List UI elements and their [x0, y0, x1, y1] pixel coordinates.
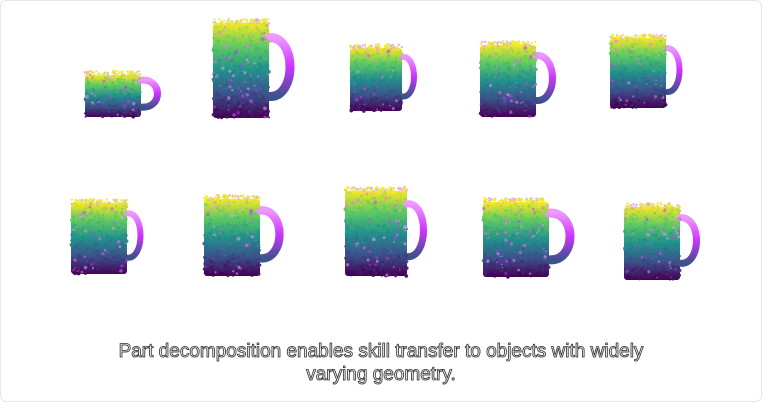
mug-point-cloud — [608, 33, 683, 110]
mug-point-cloud — [211, 17, 295, 120]
mug-point-cloud — [343, 185, 427, 278]
mug-point-cloud — [202, 193, 284, 278]
mug-point-cloud — [481, 197, 575, 279]
mug-point-cloud — [69, 198, 144, 276]
mug-point-cloud — [349, 43, 417, 113]
caption-line-1: Part decomposition enables skill transfe… — [118, 341, 644, 363]
mug-point-cloud — [478, 39, 557, 119]
mug-point-cloud — [83, 69, 161, 119]
mug-point-cloud — [623, 202, 701, 281]
caption-line-2: varying geometry. — [306, 364, 456, 386]
caption: Part decomposition enables skill transfe… — [60, 340, 702, 386]
